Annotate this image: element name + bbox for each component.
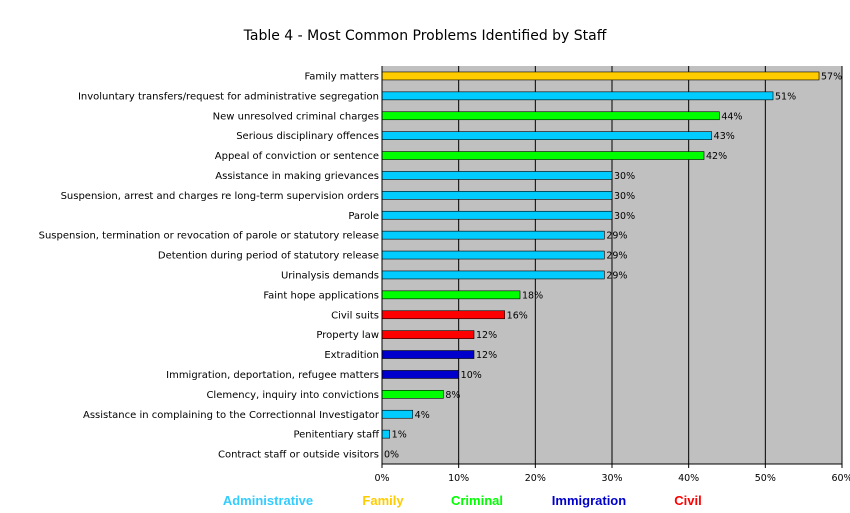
category-label: Contract staff or outside visitors [218,450,379,461]
category-label: Immigration, deportation, refugee matter… [166,370,379,381]
data-label: 30% [614,211,635,222]
x-tick-label: 10% [448,473,469,484]
x-tick-label: 50% [755,473,776,484]
data-label: 12% [476,330,497,341]
bar [381,151,705,160]
chart-title: Table 4 - Most Common Problems Identifie… [243,28,607,44]
legend: Administrative Family Criminal Immigration C… [223,493,702,508]
category-label: Detention during period of statutory rel… [158,251,379,262]
x-tick-label: 40% [678,473,699,484]
data-label: 8% [445,390,460,401]
category-label: Suspension, arrest and charges re long-t… [61,191,379,202]
bar [381,429,390,439]
bar [381,171,613,180]
x-tick-label: 30% [601,473,622,484]
category-label: Urinalysis demands [281,270,379,281]
bar [381,91,774,101]
legend-item: Immigration [552,493,626,508]
data-label: 0% [384,450,399,461]
bar [381,71,820,81]
bar [381,409,413,419]
data-label: 10% [461,370,482,381]
value-labels: 57% 51% 44% 43% 42% 30% 30% 30% 29% 29% 29% 18% 16% 1… [384,71,842,460]
data-label: 18% [522,290,543,301]
x-tick-label: 20% [525,473,546,484]
category-label: Assistance in making grievances [215,171,379,182]
data-label: 30% [614,171,635,182]
category-label: Family matters [304,71,379,82]
category-label: Property law [316,330,379,341]
data-label: 29% [606,251,627,262]
category-label: Serious disciplinary offences [236,131,379,142]
legend-item: Family [362,493,404,508]
data-label: 16% [507,310,528,321]
category-label: Assistance in complaining to the Correct… [83,410,380,421]
legend-item: Civil [674,493,701,508]
bar [381,270,605,280]
bar [381,210,613,220]
legend-item: Administrative [223,493,313,508]
bar [381,370,459,379]
data-label: 12% [476,350,497,361]
category-label: Parole [348,211,379,222]
data-label: 51% [775,91,796,102]
bar [381,250,605,260]
category-labels: Family matters Involuntary transfers/requ… [39,71,380,460]
category-label: New unresolved criminal charges [213,111,379,122]
data-label: 29% [606,270,627,281]
legend-item: Criminal [451,493,503,508]
category-label: Faint hope applications [263,290,379,301]
x-tick-label: 0% [374,473,389,484]
bar [381,191,613,200]
data-label: 43% [714,131,735,142]
category-label: Appeal of conviction or sentence [215,151,379,162]
data-label: 4% [415,410,430,421]
category-label: Extradition [324,350,379,361]
bar [381,290,521,300]
category-label: Penitentiary staff [293,430,380,441]
data-label: 30% [614,191,635,202]
data-label: 57% [821,71,842,82]
data-label: 44% [721,111,742,122]
category-label: Suspension, termination or revocation of… [39,231,379,242]
data-label: 42% [706,151,727,162]
category-label: Clemency, inquiry into convictions [206,390,379,401]
bar [381,230,605,240]
bar [381,390,444,399]
data-label: 29% [606,231,627,242]
bar [381,111,720,121]
bar [381,310,505,320]
data-label: 1% [392,430,407,441]
x-tick-label: 60% [831,473,850,484]
x-axis-ticks: 0% 10% 20% 30% 40% 50% 60% [374,464,850,484]
bar [381,131,712,140]
category-label: Civil suits [331,310,379,321]
bar [381,330,475,339]
category-label: Involuntary transfers/request for admini… [78,91,379,102]
bar [381,350,475,359]
